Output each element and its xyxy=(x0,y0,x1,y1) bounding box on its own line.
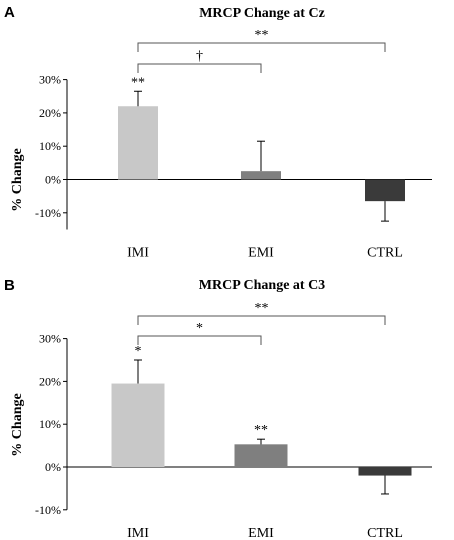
panel-b-y-tick-label: 30% xyxy=(39,332,61,346)
panel-a-title: MRCP Change at Cz xyxy=(199,6,325,21)
panel-a-bar-imi xyxy=(118,106,158,180)
panel-a-plot: -10% 0% 10% 20% 30% ** IMI EMI CTRL † ** xyxy=(35,28,432,260)
panel-a-y-tick-label: 30% xyxy=(39,73,61,87)
panel-a-bar-significance: ** xyxy=(131,75,145,90)
panel-a-comparison-bracket xyxy=(137,63,262,73)
panel-a-y-tick-label: 10% xyxy=(39,139,61,153)
panel-b-y-tick-label: 20% xyxy=(39,374,61,388)
panel-a-category-label: EMI xyxy=(248,245,274,260)
panel-a-letter: A xyxy=(4,4,15,21)
panel-a-y-tick-label: 0% xyxy=(45,173,61,187)
panel-b-comparison-label: ** xyxy=(255,301,269,316)
panel-a-bar-emi xyxy=(241,171,281,180)
panel-b-bar-significance: * xyxy=(135,344,142,359)
panel-b-category-label: IMI xyxy=(127,526,149,540)
panel-b-comparison-label: * xyxy=(196,321,203,336)
panel-b-y-tick-label: 0% xyxy=(45,460,61,474)
panel-b-category-label: EMI xyxy=(248,526,274,540)
panel-b-bar-imi xyxy=(111,383,165,467)
panel-b-comparison-bracket xyxy=(137,335,262,345)
panel-a-y-axis-label: % Change xyxy=(10,148,25,211)
panel-a-y-tick-label: 20% xyxy=(39,106,61,120)
panel-b-bar-significance: ** xyxy=(254,423,268,438)
panel-b-category-label: CTRL xyxy=(367,526,403,540)
panel-b-letter: B xyxy=(4,277,15,294)
panel-b-y-axis-label: % Change xyxy=(10,393,25,456)
panel-b-comparison-bracket xyxy=(137,315,386,325)
panel-a-category-label: CTRL xyxy=(367,245,403,260)
panel-a-comparison-bracket xyxy=(137,42,386,52)
panel-a-y-tick-label: -10% xyxy=(35,206,61,220)
panel-b-bar-ctrl xyxy=(358,467,412,476)
panel-b-title: MRCP Change at C3 xyxy=(199,278,325,293)
panel-b-y-tick-label: 10% xyxy=(39,417,61,431)
panel-a-comparison-label: † xyxy=(196,49,203,64)
panel-a-bar-ctrl xyxy=(365,179,405,202)
panel-b-plot: -10%0%10%20%30%*IMI**EMI CTRL*** xyxy=(35,301,432,540)
panel-a-category-label: IMI xyxy=(127,245,149,260)
panel-b-bar-emi xyxy=(234,444,288,467)
panel-b-y-tick-label: -10% xyxy=(35,503,61,517)
panel-a-comparison-label: ** xyxy=(255,28,269,43)
